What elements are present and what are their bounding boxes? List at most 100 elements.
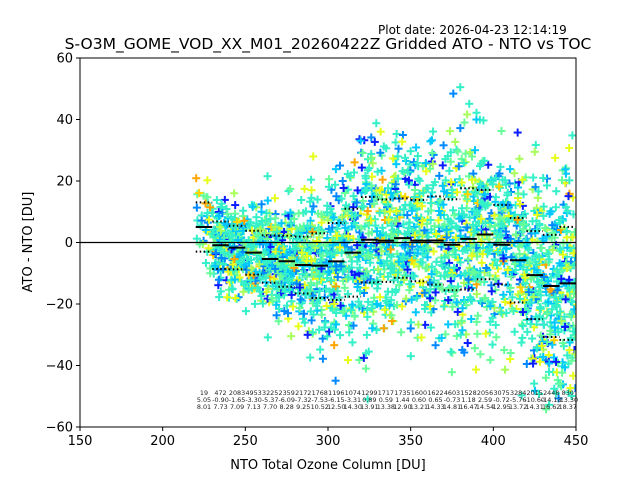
scatter-point <box>500 346 509 355</box>
scatter-point <box>418 278 427 287</box>
scatter-point <box>530 379 539 388</box>
bin-mean-label-20: -10.60 <box>524 396 545 404</box>
scatter-point <box>246 218 255 227</box>
scatter-point <box>440 220 449 229</box>
scatter-point <box>370 137 379 146</box>
scatter-point <box>487 287 496 296</box>
scatter-point <box>336 331 345 340</box>
scatter-point <box>263 333 272 342</box>
scatter-point <box>503 188 512 197</box>
scatter-point <box>469 169 478 178</box>
scatter-point <box>539 173 548 182</box>
scatter-point <box>458 326 467 335</box>
scatter-point <box>442 225 451 234</box>
scatter-point <box>539 353 548 362</box>
scatter-point <box>299 309 308 318</box>
bin-std-label-9: 14.30 <box>344 403 362 411</box>
scatter-point <box>418 245 427 254</box>
scatter-point <box>215 293 224 302</box>
scatter-point <box>466 244 475 253</box>
scatter-point <box>325 327 334 336</box>
scatter-point <box>300 184 309 193</box>
scatter-point <box>216 287 225 296</box>
scatter-point <box>368 159 377 168</box>
scatter-point <box>481 184 490 193</box>
scatter-point <box>564 192 573 201</box>
scatter-point <box>472 210 481 219</box>
scatter-point <box>529 292 538 301</box>
scatter-point <box>360 288 369 297</box>
scatter-point <box>367 133 376 142</box>
scatter-point <box>312 299 321 308</box>
scatter-point <box>472 317 481 326</box>
scatter-point <box>486 177 495 186</box>
scatter-point <box>390 216 399 225</box>
scatter-point <box>206 269 215 278</box>
bin-std-label-7: 10.52 <box>311 403 329 411</box>
bin-count-label-2: 2083 <box>229 389 245 397</box>
scatter-point <box>525 258 534 267</box>
scatter-point <box>217 199 226 208</box>
scatter-point <box>432 229 441 238</box>
scatter-point <box>438 181 447 190</box>
scatter-point <box>375 208 384 217</box>
scatter-point <box>451 250 460 259</box>
scatter-point <box>357 224 366 233</box>
scatter-point <box>306 278 315 287</box>
scatter-point <box>257 217 266 226</box>
scatter-point <box>568 310 576 319</box>
scatter-point <box>544 249 553 258</box>
scatter-point <box>258 299 267 308</box>
scatter-point <box>470 268 479 277</box>
x-tick-label-4: 350 <box>398 434 423 449</box>
scatter-point <box>561 322 570 331</box>
bin-std-label-16: 16.47 <box>459 403 477 411</box>
scatter-point <box>434 216 443 225</box>
scatter-point <box>285 274 294 283</box>
scatter-point <box>420 226 429 235</box>
scatter-point <box>457 316 466 325</box>
scatter-point <box>502 244 511 253</box>
scatter-point <box>441 176 450 185</box>
bin-count-label-14: 1622 <box>427 389 443 397</box>
scatter-point <box>364 251 373 260</box>
scatter-point <box>403 211 412 220</box>
scatter-point <box>476 179 485 188</box>
scatter-point <box>488 340 497 349</box>
scatter-point <box>342 247 351 256</box>
scatter-point <box>406 352 415 361</box>
scatter-point <box>376 243 385 252</box>
scatter-point <box>356 287 365 296</box>
scatter-point <box>530 386 539 395</box>
scatter-point <box>295 223 304 232</box>
scatter-point <box>306 197 315 206</box>
y-tick-label-1: −40 <box>46 359 73 374</box>
scatter-point <box>380 305 389 314</box>
scatter-point <box>465 99 474 108</box>
scatter-point <box>407 206 416 215</box>
scatter-point <box>373 300 382 309</box>
scatter-point <box>513 128 522 137</box>
scatter-point <box>303 221 312 230</box>
scatter-point <box>261 273 270 282</box>
scatter-point <box>363 312 372 321</box>
scatter-point <box>348 300 357 309</box>
scatter-point <box>247 264 256 273</box>
scatter-point <box>557 176 566 185</box>
scatter-point <box>313 195 322 204</box>
bin-mean-label-21: -14.13 <box>541 396 562 404</box>
scatter-point <box>412 293 421 302</box>
scatter-point <box>506 234 515 243</box>
bin-std-label-12: 12.90 <box>393 403 411 411</box>
scatter-point <box>532 251 541 260</box>
scatter-point <box>228 232 237 241</box>
scatter-point <box>490 211 499 220</box>
scatter-point <box>397 328 406 337</box>
scatter-point <box>382 144 391 153</box>
scatter-point <box>569 261 576 270</box>
scatter-point <box>295 283 304 292</box>
scatter-point <box>502 180 511 189</box>
scatter-point <box>263 234 272 243</box>
scatter-point <box>480 294 489 303</box>
scatter-point <box>392 207 401 216</box>
